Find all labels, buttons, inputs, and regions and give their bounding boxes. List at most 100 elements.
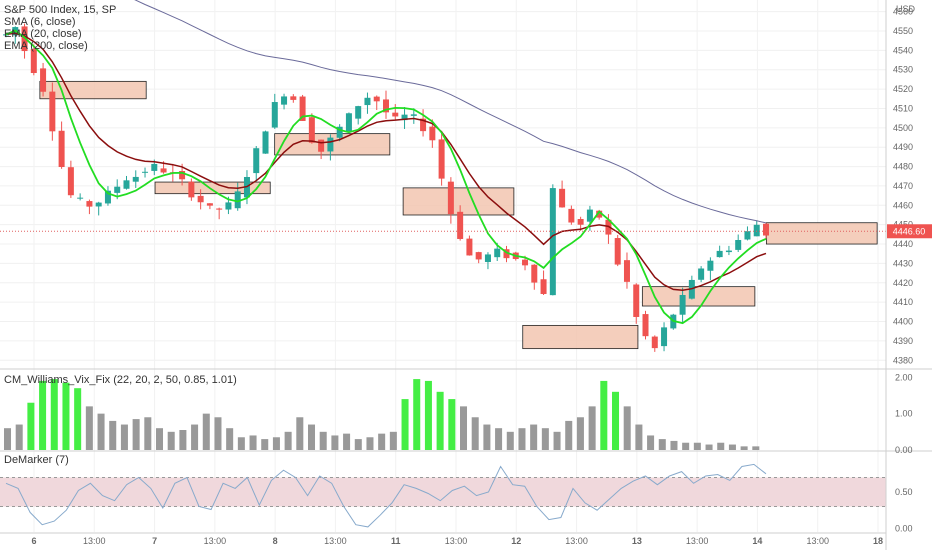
candle-body xyxy=(623,260,630,282)
time-tick-label: 13 xyxy=(632,536,642,546)
candle-body xyxy=(475,252,482,260)
candle-body xyxy=(253,148,260,174)
price-pane xyxy=(0,0,886,352)
vix-bar xyxy=(740,446,748,450)
candle-body xyxy=(206,203,213,206)
time-axis[interactable]: 6 13:00 7 13:00 8 13:00 11 13:00 12 13:00 13 13:00 1… xyxy=(31,536,883,546)
vix-bar xyxy=(623,406,631,450)
demarker-pane xyxy=(0,463,886,528)
vix-bar xyxy=(354,439,362,450)
price-axis[interactable]: 4380439044004410442044304440445044604470… xyxy=(893,7,913,366)
price-tick-label: 4420 xyxy=(893,278,913,288)
candle-body xyxy=(114,186,121,193)
candle-body xyxy=(707,260,714,271)
candle-body xyxy=(86,201,93,207)
price-tick-label: 4410 xyxy=(893,297,913,307)
vix-bar xyxy=(413,379,421,450)
candle-body xyxy=(725,250,732,253)
candle-body xyxy=(559,188,566,208)
price-tick-label: 4430 xyxy=(893,258,913,268)
demarker-line xyxy=(5,463,767,528)
zone-box xyxy=(765,222,878,245)
vix-bar xyxy=(343,433,351,450)
chart-title: S&P 500 Index, 15, SP xyxy=(4,4,116,16)
candlesticks xyxy=(3,23,769,352)
vix-bar xyxy=(600,380,608,450)
last-price-label: 4446.60 xyxy=(893,226,926,236)
candle-body xyxy=(651,336,658,349)
candle-body xyxy=(299,96,306,121)
vix-bar xyxy=(378,433,386,450)
candle-body xyxy=(262,131,269,154)
candle-body xyxy=(151,163,158,171)
vix-bar xyxy=(214,417,222,450)
price-unit: USD xyxy=(896,4,916,14)
candle-body xyxy=(179,171,186,180)
candle-body xyxy=(447,181,454,215)
candle-body xyxy=(281,96,288,105)
vix-bar xyxy=(401,399,409,450)
candle-body xyxy=(549,188,556,296)
price-tick-label: 4470 xyxy=(893,181,913,191)
time-tick-label: 14 xyxy=(752,536,762,546)
sma-legend: SMA (6, close) xyxy=(4,16,76,28)
vix-bar xyxy=(588,406,596,450)
candle-body xyxy=(614,238,621,265)
time-tick-label: 7 xyxy=(152,536,157,546)
candle-body xyxy=(642,314,649,337)
candle-body xyxy=(410,114,417,116)
vix-bar xyxy=(331,435,339,450)
zone-box xyxy=(402,187,515,216)
vix-fix-legend: CM_Williams_Vix_Fix (22, 20, 2, 50, 0.85… xyxy=(4,374,237,386)
vix-fix-pane xyxy=(4,379,760,450)
vix-bar xyxy=(167,431,175,450)
vix-bar xyxy=(191,424,199,450)
grid-lines xyxy=(0,0,886,532)
candle-body xyxy=(457,211,464,239)
candle-body xyxy=(383,99,389,113)
candle-body xyxy=(132,176,139,182)
vix-bar xyxy=(389,431,397,450)
candle-body xyxy=(763,223,769,236)
candle-body xyxy=(484,254,491,262)
candle-body xyxy=(633,284,640,317)
price-tick-label: 4490 xyxy=(893,142,913,152)
candle-body xyxy=(531,264,538,283)
price-tick-label: 4500 xyxy=(893,123,913,133)
vix-bar xyxy=(109,420,117,450)
candle-body xyxy=(438,139,445,179)
price-tick-label: 4390 xyxy=(893,336,913,346)
vix-bar xyxy=(682,442,690,450)
vix-bar xyxy=(308,424,316,450)
price-tick-label: 4530 xyxy=(893,65,913,75)
price-tick-label: 4540 xyxy=(893,45,913,55)
candle-body xyxy=(77,197,84,199)
vix-bar xyxy=(506,431,514,450)
candle-body xyxy=(3,34,9,36)
candle-body xyxy=(142,171,149,173)
vix-bar xyxy=(541,428,549,450)
vix-bar xyxy=(120,424,128,450)
vix-bar xyxy=(553,431,561,450)
ema20-legend: EMA (20, close) xyxy=(4,28,82,40)
vix-bar xyxy=(728,444,736,450)
vix-bar xyxy=(635,424,643,450)
vix-bar xyxy=(27,402,35,450)
candle-body xyxy=(225,202,232,210)
vix-bar xyxy=(658,439,666,450)
sma6-line xyxy=(5,29,767,325)
time-tick-label: 18 xyxy=(873,536,883,546)
candle-body xyxy=(318,139,325,152)
candle-body xyxy=(716,250,723,258)
demarker-tick-label: 0.50 xyxy=(895,487,913,497)
candle-body xyxy=(67,167,74,196)
time-tick-label: 6 xyxy=(31,536,36,546)
vix-bar xyxy=(74,388,82,450)
ema200-legend: EMA (200, close) xyxy=(4,40,88,52)
time-tick-label: 11 xyxy=(391,536,401,546)
price-tick-label: 4550 xyxy=(893,26,913,36)
candle-body xyxy=(744,231,751,240)
candle-body xyxy=(735,239,742,250)
candle-body xyxy=(753,224,760,237)
price-tick-label: 4520 xyxy=(893,84,913,94)
